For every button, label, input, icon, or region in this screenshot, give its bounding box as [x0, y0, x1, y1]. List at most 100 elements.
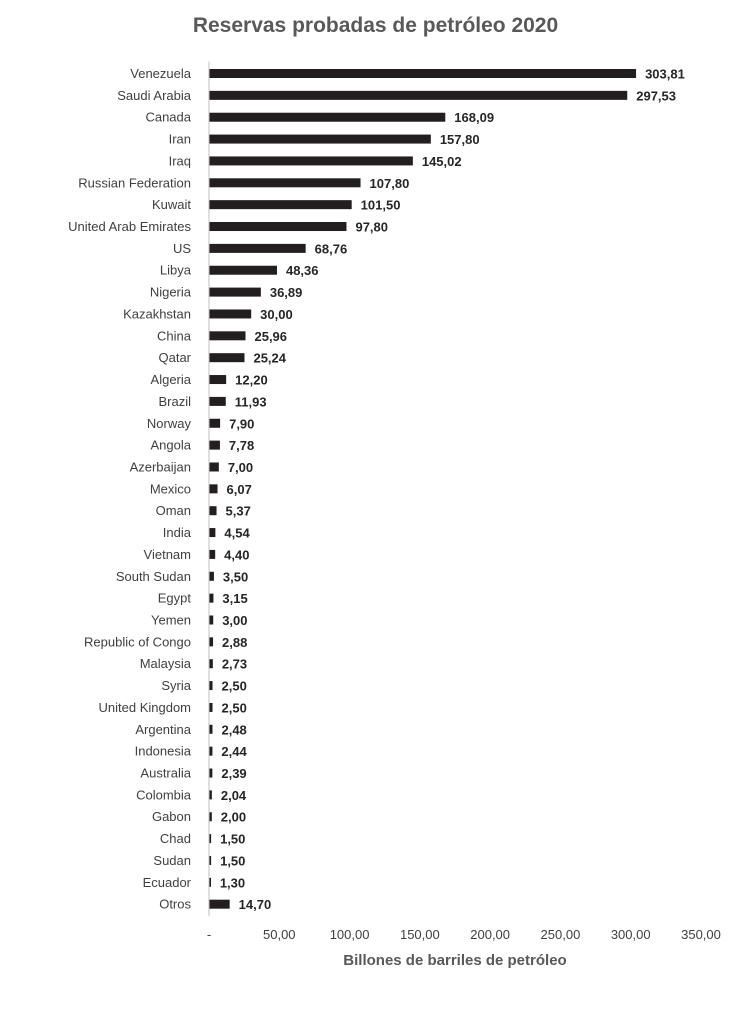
chart-title: Reservas probadas de petróleo 2020 [192, 14, 559, 37]
data-label: 303,81 [645, 67, 685, 82]
x-axis-title: Billones de barriles de petróleo [343, 952, 566, 969]
data-label: 101,50 [361, 198, 401, 213]
bar [209, 200, 352, 210]
category-label: Otros [159, 897, 191, 912]
data-label: 7,78 [229, 438, 254, 453]
x-tick-label: 250,00 [541, 927, 581, 942]
data-label: 48,36 [286, 263, 319, 278]
bar [209, 396, 226, 406]
bar [209, 112, 446, 122]
data-label: 1,50 [220, 853, 245, 868]
category-label: Australia [140, 766, 191, 781]
data-label: 68,76 [315, 241, 348, 256]
x-tick-label: 350,00 [681, 927, 721, 942]
data-label: 2,04 [221, 788, 247, 803]
category-label: Malaysia [140, 656, 192, 671]
bar [209, 484, 218, 494]
category-label: Norway [147, 416, 192, 431]
category-label: Azerbaijan [130, 459, 191, 474]
bar [209, 331, 246, 341]
bar [209, 222, 347, 232]
category-label: Syria [161, 678, 191, 693]
data-label: 30,00 [260, 307, 293, 322]
data-label: 4,40 [224, 547, 249, 562]
category-label: Sudan [153, 853, 191, 868]
bar [209, 571, 214, 581]
data-label: 97,80 [355, 220, 388, 235]
category-label: Saudi Arabia [117, 88, 191, 103]
bar [209, 746, 213, 756]
bar [209, 134, 431, 144]
bar [209, 69, 637, 78]
bar [209, 659, 213, 669]
data-label: 25,24 [253, 351, 286, 366]
category-label: Egypt [158, 591, 192, 606]
category-label: Yemen [151, 613, 191, 628]
category-label: Chad [160, 831, 191, 846]
bar [209, 287, 261, 297]
category-label: Qatar [158, 350, 191, 365]
data-label: 2,50 [222, 679, 247, 694]
bar [209, 506, 217, 516]
category-label: Gabon [152, 809, 191, 824]
bar [209, 90, 628, 100]
data-label: 7,90 [229, 416, 254, 431]
data-label: 157,80 [440, 132, 480, 147]
bar [209, 462, 219, 472]
category-label: United Arab Emirates [68, 219, 191, 234]
bar [209, 768, 213, 778]
data-label: 5,37 [226, 504, 251, 519]
data-label: 3,50 [223, 569, 248, 584]
data-label: 14,70 [239, 897, 272, 912]
category-label: Vietnam [144, 547, 191, 562]
category-label: Nigeria [150, 285, 192, 300]
category-label: Iraq [169, 153, 191, 168]
bar [209, 790, 212, 800]
data-label: 3,15 [222, 591, 247, 606]
category-label: Mexico [150, 481, 191, 496]
x-tick-label: 300,00 [611, 927, 651, 942]
bar [209, 593, 214, 603]
bar [209, 440, 220, 450]
category-label: Colombia [136, 787, 192, 802]
data-label: 2,73 [222, 657, 247, 672]
bar [209, 309, 252, 319]
bar [209, 812, 212, 822]
category-label: Kuwait [152, 197, 191, 212]
bar [209, 681, 213, 691]
category-label: Angola [151, 438, 192, 453]
category-label: Russian Federation [78, 175, 191, 190]
category-label: Canada [145, 110, 191, 125]
data-label: 107,80 [370, 176, 410, 191]
data-label: 3,00 [222, 613, 247, 628]
data-label: 36,89 [270, 285, 303, 300]
bar [209, 243, 306, 253]
bar [209, 615, 214, 625]
bar [209, 156, 413, 166]
bar [209, 724, 213, 734]
x-tick-label: 200,00 [470, 927, 510, 942]
category-label: Republic of Congo [84, 634, 191, 649]
category-label: Argentina [135, 722, 191, 737]
data-label: 145,02 [422, 154, 462, 169]
data-label: 2,50 [222, 700, 247, 715]
category-label: Libya [160, 263, 192, 278]
category-label: Brazil [158, 394, 191, 409]
category-label: Venezuela [130, 66, 191, 81]
bar [209, 418, 221, 428]
bar [209, 528, 216, 538]
data-label: 6,07 [227, 482, 252, 497]
x-tick-label: - [207, 927, 211, 942]
bar [209, 375, 227, 385]
data-label: 2,88 [222, 635, 247, 650]
category-label: Indonesia [135, 744, 192, 759]
bar [209, 637, 214, 647]
data-label: 2,48 [221, 722, 246, 737]
bar [209, 855, 212, 865]
data-label: 2,00 [221, 810, 246, 825]
bar [209, 549, 216, 559]
category-label: Iran [169, 132, 191, 147]
data-label: 2,39 [221, 766, 246, 781]
